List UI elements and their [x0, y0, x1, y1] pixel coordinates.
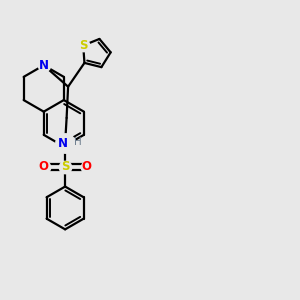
Text: S: S	[61, 160, 69, 173]
Text: O: O	[39, 160, 49, 173]
Text: S: S	[79, 39, 88, 52]
Text: N: N	[39, 59, 49, 72]
Text: N: N	[58, 137, 68, 150]
Text: H: H	[74, 137, 82, 147]
Text: O: O	[82, 160, 92, 173]
